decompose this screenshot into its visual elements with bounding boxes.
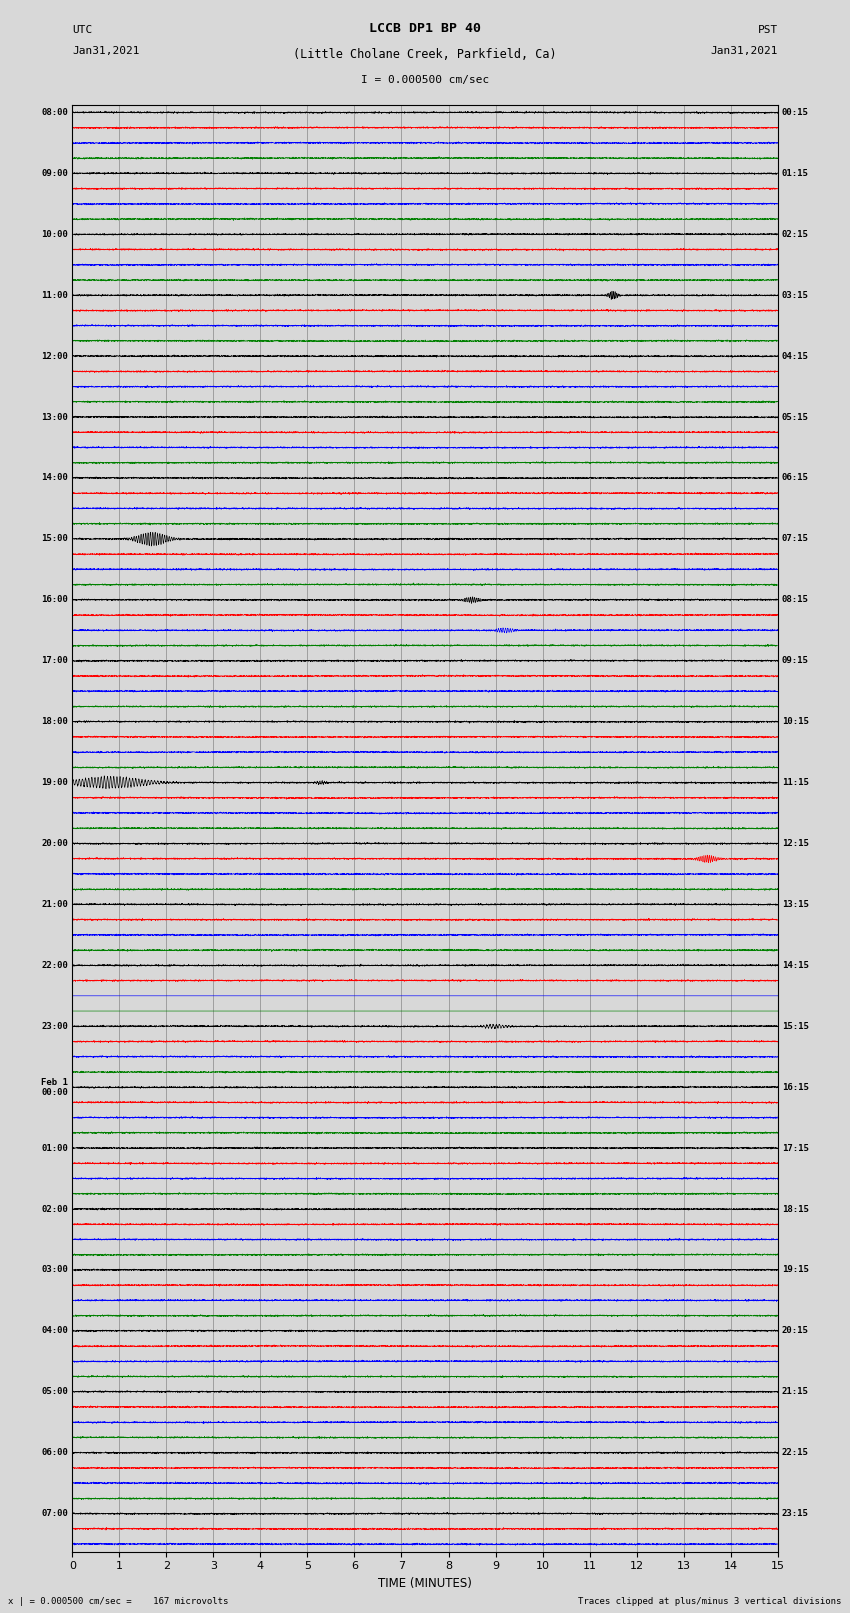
Text: 19:00: 19:00	[41, 777, 68, 787]
Text: 19:15: 19:15	[782, 1266, 809, 1274]
Text: 17:00: 17:00	[41, 656, 68, 665]
Text: Jan31,2021: Jan31,2021	[72, 47, 139, 56]
Text: UTC: UTC	[72, 26, 93, 35]
Text: 06:00: 06:00	[41, 1448, 68, 1457]
Text: 01:15: 01:15	[782, 169, 809, 177]
Text: 23:15: 23:15	[782, 1510, 809, 1518]
Text: 18:15: 18:15	[782, 1205, 809, 1213]
Text: 22:15: 22:15	[782, 1448, 809, 1457]
Text: 16:00: 16:00	[41, 595, 68, 605]
Text: 14:15: 14:15	[782, 961, 809, 969]
Text: 02:00: 02:00	[41, 1205, 68, 1213]
Text: 04:00: 04:00	[41, 1326, 68, 1336]
Text: 15:15: 15:15	[782, 1021, 809, 1031]
Text: 18:00: 18:00	[41, 718, 68, 726]
Text: 13:00: 13:00	[41, 413, 68, 421]
Text: 02:15: 02:15	[782, 229, 809, 239]
X-axis label: TIME (MINUTES): TIME (MINUTES)	[378, 1578, 472, 1590]
Text: 11:15: 11:15	[782, 777, 809, 787]
Text: 12:15: 12:15	[782, 839, 809, 848]
Text: 09:00: 09:00	[41, 169, 68, 177]
Text: 20:15: 20:15	[782, 1326, 809, 1336]
Text: I = 0.000500 cm/sec: I = 0.000500 cm/sec	[361, 76, 489, 85]
Text: PST: PST	[757, 26, 778, 35]
Text: 14:00: 14:00	[41, 474, 68, 482]
Text: 08:00: 08:00	[41, 108, 68, 118]
Text: 08:15: 08:15	[782, 595, 809, 605]
Text: 16:15: 16:15	[782, 1082, 809, 1092]
Text: Feb 1: Feb 1	[41, 1077, 68, 1087]
Text: Traces clipped at plus/minus 3 vertical divisions: Traces clipped at plus/minus 3 vertical …	[578, 1597, 842, 1607]
Text: 07:15: 07:15	[782, 534, 809, 544]
Text: LCCB DP1 BP 40: LCCB DP1 BP 40	[369, 23, 481, 35]
Text: 06:15: 06:15	[782, 474, 809, 482]
Text: 03:00: 03:00	[41, 1266, 68, 1274]
Text: 05:00: 05:00	[41, 1387, 68, 1397]
Text: x | = 0.000500 cm/sec =    167 microvolts: x | = 0.000500 cm/sec = 167 microvolts	[8, 1597, 229, 1607]
Text: 21:00: 21:00	[41, 900, 68, 910]
Text: 03:15: 03:15	[782, 290, 809, 300]
Text: 00:00: 00:00	[41, 1087, 68, 1097]
Text: 00:15: 00:15	[782, 108, 809, 118]
Text: (Little Cholane Creek, Parkfield, Ca): (Little Cholane Creek, Parkfield, Ca)	[293, 48, 557, 61]
Text: 05:15: 05:15	[782, 413, 809, 421]
Text: 07:00: 07:00	[41, 1510, 68, 1518]
Text: 13:15: 13:15	[782, 900, 809, 910]
Text: 01:00: 01:00	[41, 1144, 68, 1153]
Text: 15:00: 15:00	[41, 534, 68, 544]
Text: 09:15: 09:15	[782, 656, 809, 665]
Text: 20:00: 20:00	[41, 839, 68, 848]
Text: 17:15: 17:15	[782, 1144, 809, 1153]
Text: 22:00: 22:00	[41, 961, 68, 969]
Text: 10:15: 10:15	[782, 718, 809, 726]
Text: 12:00: 12:00	[41, 352, 68, 361]
Text: Jan31,2021: Jan31,2021	[711, 47, 778, 56]
Text: 11:00: 11:00	[41, 290, 68, 300]
Text: 23:00: 23:00	[41, 1021, 68, 1031]
Text: 04:15: 04:15	[782, 352, 809, 361]
Text: 21:15: 21:15	[782, 1387, 809, 1397]
Text: 10:00: 10:00	[41, 229, 68, 239]
